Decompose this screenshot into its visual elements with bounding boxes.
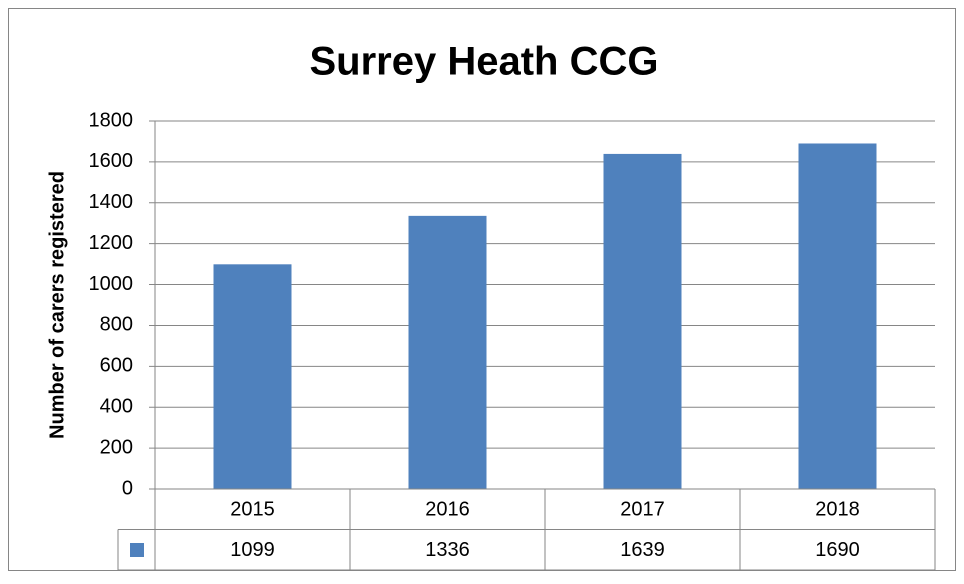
legend-key <box>130 543 144 557</box>
y-tick-label: 800 <box>100 314 133 336</box>
bar <box>213 264 292 489</box>
y-tick-label: 400 <box>100 396 133 418</box>
y-tick-label: 0 <box>122 477 133 499</box>
y-tick-label: 600 <box>100 355 133 377</box>
y-axis-label: Number of carers registered <box>46 171 68 439</box>
y-tick-label: 1000 <box>89 273 134 295</box>
y-tick-label: 1400 <box>89 191 134 213</box>
table-value: 1639 <box>620 539 665 561</box>
y-tick-label: 1800 <box>89 109 134 131</box>
y-tick-label: 200 <box>100 436 133 458</box>
table-value: 1099 <box>230 539 275 561</box>
x-tick-label: 2016 <box>425 499 470 521</box>
bar <box>408 215 487 489</box>
x-tick-label: 2017 <box>620 499 665 521</box>
x-tick-label: 2015 <box>230 499 275 521</box>
bar <box>603 153 682 489</box>
y-tick-label: 1600 <box>89 150 134 172</box>
chart-title: Surrey Heath CCG <box>310 40 659 84</box>
table-value: 1690 <box>815 539 860 561</box>
y-tick-label: 1200 <box>89 232 134 254</box>
table-value: 1336 <box>425 539 470 561</box>
bar <box>798 143 877 489</box>
x-tick-label: 2018 <box>815 499 860 521</box>
